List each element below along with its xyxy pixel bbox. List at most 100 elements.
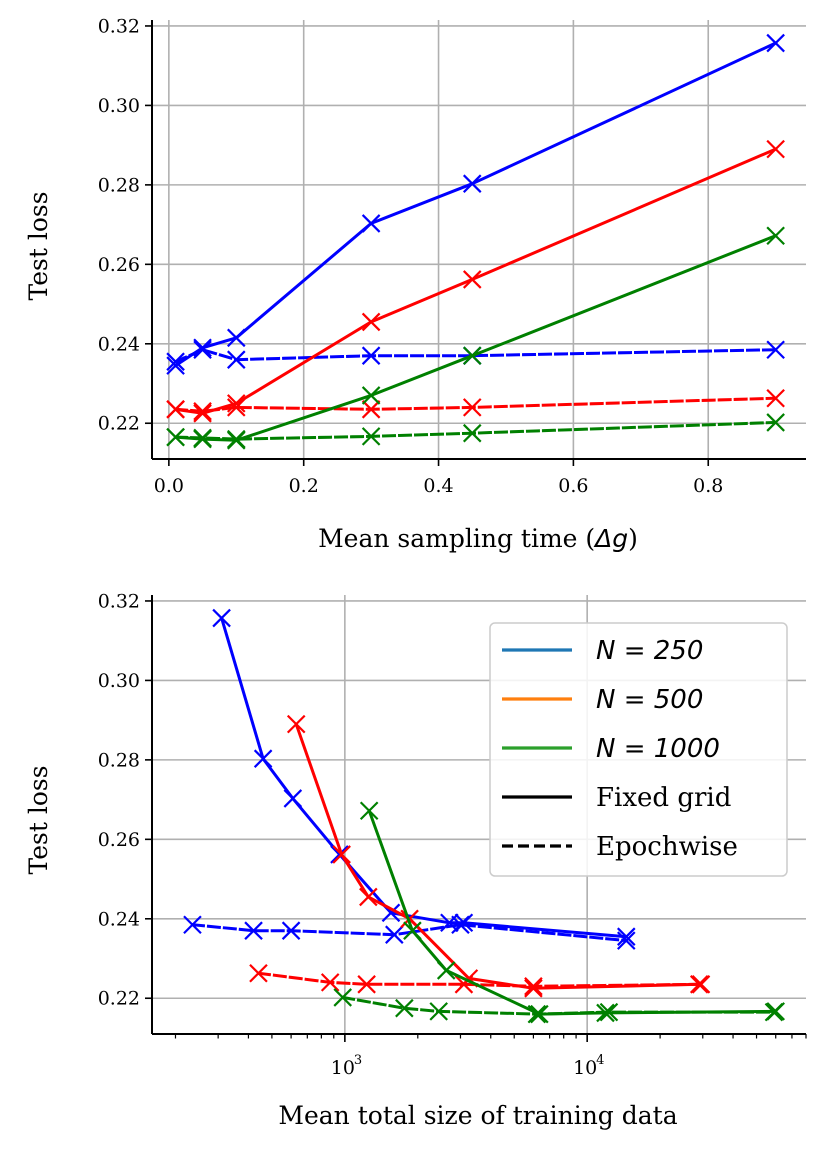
top-point-blue-solid	[766, 33, 785, 53]
top-point-green-solid	[462, 346, 482, 365]
top-grid	[152, 20, 806, 459]
top-x-axis-label: Mean sampling time (Δg)	[318, 524, 638, 553]
bottom-x-tick-label: 10	[331, 1057, 355, 1079]
bottom-x-axis-label: Mean total size of training data	[278, 1101, 677, 1130]
legend: N = 250 N = 500 N = 1000 Fixed grid Epochwis…	[489, 622, 788, 877]
bottom-point-red-dashed	[320, 973, 340, 992]
top-point-red-dashed	[766, 388, 785, 408]
top-y-tick-label: 0.24	[98, 333, 140, 355]
bottom-point-blue-solid	[253, 749, 273, 768]
bottom-x-tick-exponent: 3	[354, 1053, 362, 1068]
top-series-line-green-dashed	[174, 420, 778, 441]
legend-label: N = 250	[596, 636, 703, 666]
top-x-tick-label: 0.4	[423, 475, 453, 497]
top-point-blue-dashed	[227, 350, 246, 369]
top-y-tick-label: 0.32	[98, 15, 140, 37]
bottom-y-tick-label: 0.32	[98, 590, 140, 612]
top-point-red-solid	[361, 312, 381, 332]
top-point-green-dashed	[193, 428, 212, 448]
top-point-green-dashed	[462, 423, 482, 443]
bottom-point-red-solid	[332, 845, 351, 864]
legend-label: Fixed grid	[596, 783, 731, 813]
bottom-point-green-dashed	[764, 1002, 784, 1022]
top-point-red-dashed	[462, 398, 482, 417]
bottom-point-green-solid	[436, 961, 456, 980]
top-point-blue-solid	[227, 328, 246, 348]
bottom-point-green-dashed	[527, 1004, 547, 1024]
legend-frame	[489, 622, 788, 877]
bottom-point-green-solid	[359, 801, 379, 821]
legend-entries: N = 250 N = 500 N = 1000 Fixed grid Epochwis…	[502, 636, 738, 862]
bottom-series-line-blue-dashed	[190, 923, 628, 943]
bottom-y-tick-label: 0.22	[98, 988, 140, 1010]
top-series-line-red-solid	[173, 147, 778, 415]
top-x-tick-label: 0.0	[154, 475, 184, 497]
top-chart: 0.220.240.260.280.300.320.0 0.2 0.4 0.6 0.8 …	[24, 15, 806, 553]
bottom-point-blue-dashed	[616, 931, 636, 950]
bottom-x-tick-label: 10	[573, 1057, 597, 1079]
top-point-green-dashed	[766, 413, 785, 432]
top-series-line-blue-solid	[173, 41, 778, 368]
legend-label: N = 1000	[596, 734, 720, 764]
top-y-tick-label: 0.22	[98, 413, 140, 435]
top-point-red-solid	[766, 139, 785, 159]
top-point-green-solid	[766, 226, 785, 246]
top-x-tick-label: 0.8	[693, 475, 723, 497]
top-y-tick-label: 0.28	[98, 174, 140, 196]
top-point-blue-solid	[462, 174, 482, 193]
top-point-blue-dashed	[361, 346, 381, 365]
bottom-y-tick-label: 0.26	[98, 829, 140, 851]
bottom-series	[183, 608, 786, 1024]
bottom-point-green-dashed	[333, 988, 353, 1007]
top-y-tick-label: 0.30	[98, 95, 140, 117]
top-point-green-dashed	[361, 427, 381, 446]
top-point-blue-solid	[361, 214, 381, 233]
top-point-blue-dashed	[193, 340, 212, 360]
bottom-point-red-solid	[286, 714, 306, 734]
bottom-point-blue-dashed	[385, 925, 404, 944]
bottom-point-blue-solid	[212, 608, 231, 628]
legend-label: Epochwise	[596, 832, 738, 862]
top-point-green-dashed	[227, 429, 246, 449]
bottom-x-tick-exponent: 4	[596, 1053, 604, 1068]
bottom-y-axis-label: Test loss	[24, 765, 53, 874]
legend-label: N = 500	[596, 685, 703, 715]
top-series	[166, 33, 785, 450]
bottom-point-red-dashed	[249, 963, 268, 983]
top-point-red-dashed	[361, 400, 381, 419]
top-point-green-solid	[361, 386, 381, 405]
bottom-point-blue-solid	[283, 789, 303, 808]
bottom-point-red-dashed	[524, 977, 543, 996]
top-point-blue-dashed	[766, 340, 785, 360]
bottom-y-tick-label: 0.30	[98, 670, 140, 692]
bottom-point-blue-dashed	[451, 915, 470, 935]
top-point-red-solid	[462, 270, 482, 289]
bottom-point-blue-solid	[616, 927, 636, 946]
bottom-y-tick-label: 0.28	[98, 749, 140, 771]
bottom-point-blue-dashed	[244, 921, 263, 940]
top-point-blue-dashed	[166, 352, 185, 371]
bottom-point-red-dashed	[454, 975, 474, 994]
top-axes: 0.22 0.24 0.26 0.28 0.30 0.32 0.0 0.2 0.4 0.6 0.8	[98, 15, 806, 497]
bottom-point-green-dashed	[599, 1002, 619, 1022]
bottom-point-red-dashed	[691, 975, 711, 994]
top-y-tick-label: 0.26	[98, 254, 140, 276]
top-point-red-dashed	[193, 402, 212, 421]
top-point-red-solid	[193, 404, 212, 423]
top-x-tick-label: 0.6	[558, 475, 588, 497]
top-point-red-dashed	[166, 400, 185, 419]
top-series-line-blue-dashed	[173, 348, 778, 364]
top-series-line-red-dashed	[173, 396, 778, 413]
bottom-series-line-red-dashed	[256, 971, 703, 988]
top-x-tick-label: 0.2	[289, 475, 319, 497]
bottom-point-blue-dashed	[281, 921, 301, 940]
bottom-point-green-dashed	[395, 998, 414, 1018]
bottom-point-red-solid	[359, 887, 378, 907]
top-y-axis-label: Test loss	[24, 191, 53, 300]
bottom-point-red-solid	[524, 979, 543, 998]
bottom-point-red-dashed	[357, 975, 376, 994]
bottom-series-line-green-dashed	[340, 995, 776, 1016]
